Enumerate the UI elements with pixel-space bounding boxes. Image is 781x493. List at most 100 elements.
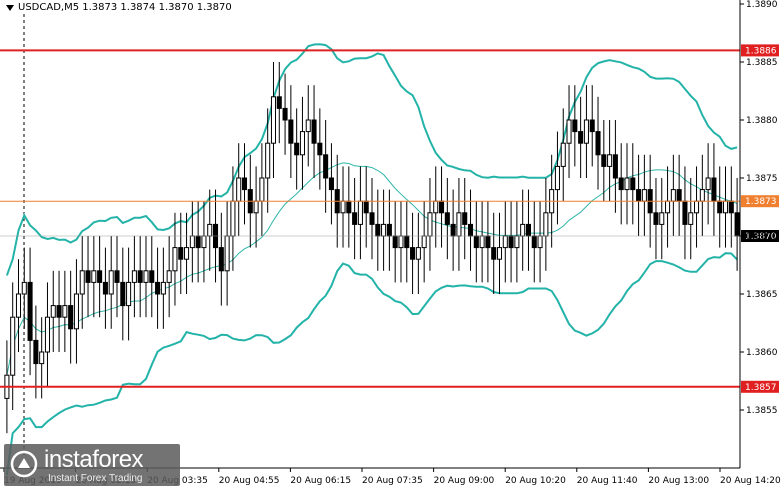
candle-body [282, 107, 288, 121]
broker-watermark: instaforex Instant Forex Trading [4, 444, 180, 486]
candle-body [566, 119, 572, 144]
time-tick-label: 20 Aug 14:20 [720, 476, 781, 486]
candle-body [636, 189, 642, 202]
candle-body [230, 200, 236, 237]
candle-body [207, 223, 213, 237]
time-tick-label: 20 Aug 11:40 [577, 476, 638, 486]
lower-band-line [5, 252, 738, 476]
level-label-box [741, 380, 779, 393]
price-tick-label: 1.3870 [746, 232, 778, 242]
candle-body [120, 281, 126, 307]
price-tick-label: 1.3860 [746, 348, 778, 358]
candle-body [108, 270, 114, 295]
candle-body [44, 316, 50, 353]
candle-body [641, 189, 647, 202]
watermark-tagline: Instant Forex Trading [48, 473, 143, 484]
candle-body [160, 281, 166, 295]
candle-body [525, 223, 532, 237]
candle-body [68, 305, 74, 330]
level-label: 1.3857 [745, 383, 777, 393]
candle-body [317, 142, 323, 156]
candle-body [15, 293, 22, 318]
candle-body [114, 270, 120, 283]
candle-body [172, 247, 178, 272]
candle-body [143, 270, 149, 283]
candle-body [56, 305, 62, 318]
candle-body [682, 200, 688, 225]
collapse-triangle-icon[interactable] [6, 4, 14, 11]
instaforex-logo-icon [10, 450, 38, 478]
candle-body [91, 270, 97, 283]
candle-body [305, 119, 311, 133]
candle-body [612, 154, 618, 179]
candle-body [398, 235, 404, 249]
candle-body [705, 177, 711, 191]
price-tick-label: 1.3875 [746, 174, 778, 184]
price-tick-label: 1.3885 [746, 58, 778, 68]
candle-body [439, 200, 445, 214]
candle-body [694, 200, 700, 214]
candle-body [688, 212, 694, 225]
candle-body [201, 235, 207, 249]
candle-body [224, 235, 230, 272]
candle-body [346, 200, 352, 214]
candle-body [659, 212, 665, 225]
candle-body [699, 189, 705, 202]
candle-body [155, 281, 161, 295]
candle-body [265, 142, 271, 179]
candle-body [415, 247, 421, 260]
candle-body [618, 177, 624, 191]
candle-body [323, 154, 329, 179]
candle-body [166, 270, 172, 283]
upper-band-line [5, 43, 738, 276]
candle-body [502, 235, 508, 249]
candle-body [137, 270, 143, 283]
candle-body [583, 119, 589, 144]
candle-body [676, 189, 682, 202]
candle-body [578, 131, 584, 144]
candle-body [537, 235, 543, 249]
candle-body [467, 223, 474, 237]
candle-body [299, 131, 305, 156]
candle-body [630, 177, 636, 191]
price-tick-label: 1.3890 [746, 0, 778, 10]
candle-body [126, 281, 132, 307]
candle-body [85, 270, 91, 283]
candle-body [514, 235, 520, 249]
candle-body [328, 177, 334, 191]
candle-body [288, 119, 294, 144]
candle-body [178, 247, 184, 260]
candle-body [195, 235, 201, 249]
candle-body [357, 200, 363, 225]
candle-body [589, 119, 595, 133]
candle-body [479, 235, 485, 249]
candle-body [62, 305, 68, 318]
candle-body [491, 247, 497, 260]
candle-body [450, 223, 456, 237]
candle-body [456, 212, 462, 237]
candle-body [462, 212, 468, 225]
candle-body [543, 212, 549, 237]
candle-body [508, 235, 514, 249]
candle-body [601, 154, 607, 167]
candle-body [410, 247, 416, 260]
candle-body [340, 200, 346, 214]
levels-layer: 1.3886 1.3857 1.3873 1.3870 [0, 44, 779, 393]
candle-body [381, 223, 387, 237]
candle-body [33, 339, 39, 365]
candle-body [560, 142, 566, 167]
candle-body [665, 200, 671, 214]
candle-body [433, 200, 439, 214]
candle-body [131, 270, 137, 283]
price-tick-label: 1.3855 [746, 406, 778, 416]
candle-body [50, 305, 56, 318]
candle-body [259, 177, 265, 202]
candle-body [722, 200, 729, 214]
candle-body [97, 270, 103, 283]
candle-body [404, 235, 410, 249]
candle-body [253, 200, 259, 214]
candle-body [607, 154, 613, 167]
